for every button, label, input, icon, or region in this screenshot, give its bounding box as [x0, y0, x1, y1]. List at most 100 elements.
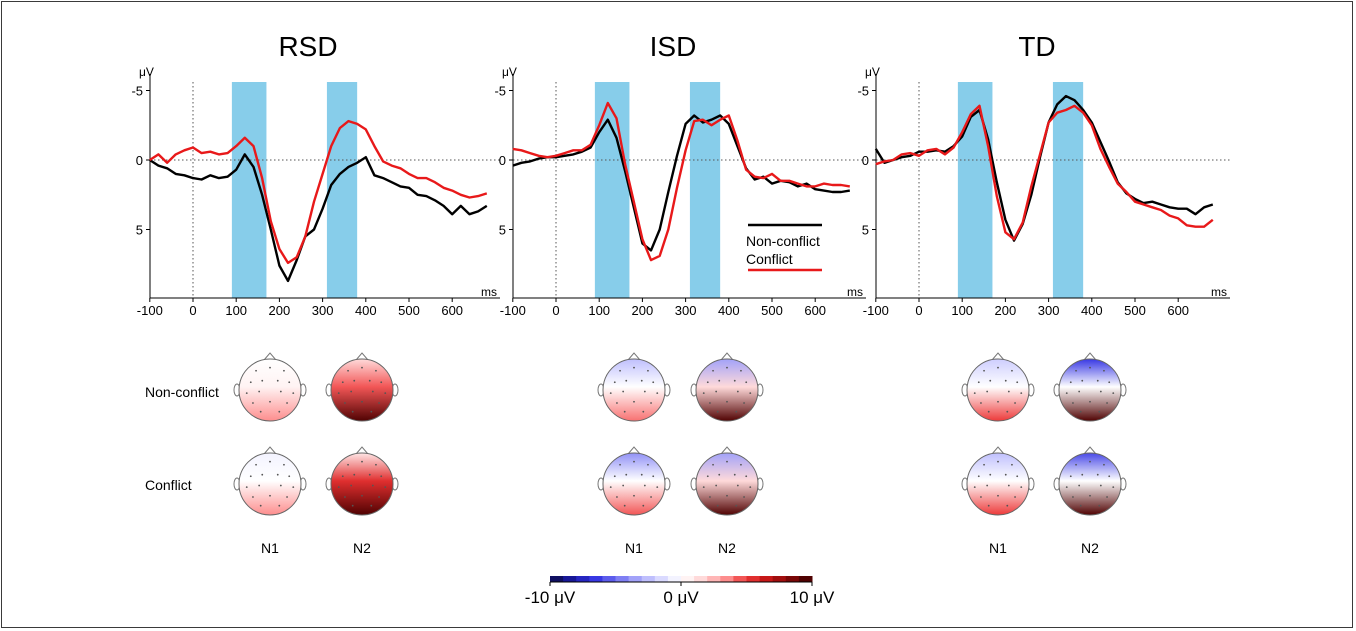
electrode-marker	[642, 504, 645, 507]
electrode-marker	[344, 402, 346, 404]
electrode-marker	[1072, 402, 1074, 404]
colorbar-segment	[681, 576, 695, 582]
electrode-marker	[973, 486, 976, 488]
electrode-marker	[1089, 366, 1091, 369]
electrode-marker	[1106, 496, 1108, 498]
electrode-marker	[656, 392, 659, 394]
electrode-marker	[361, 366, 363, 369]
electrode-marker	[292, 486, 295, 488]
topo-row-label-conflict: Conflict	[145, 477, 192, 493]
topo-map-rsd-non-conflict-n1	[233, 352, 307, 422]
electrode-marker	[652, 475, 655, 478]
electrode-marker	[647, 369, 649, 372]
colorbar-mid-label: 0 μV	[663, 588, 699, 607]
electrode-marker	[613, 381, 616, 384]
electrode-marker	[997, 460, 999, 463]
head-nose	[991, 352, 1005, 361]
electrode-marker	[259, 504, 262, 507]
head-nose	[720, 352, 734, 361]
electrode-marker	[1078, 390, 1081, 393]
head-nose	[627, 352, 641, 361]
colorbar-segment	[563, 576, 577, 582]
topo-col-label-rsd-n2: N2	[353, 540, 371, 556]
head-nose	[263, 446, 277, 455]
electrode-marker	[980, 496, 982, 498]
electrode-marker	[1065, 486, 1068, 488]
electrode-marker	[1078, 484, 1081, 487]
topo-col-label-isd-n2: N2	[718, 540, 736, 556]
electrode-marker	[371, 390, 374, 393]
x-tick-label: 600	[441, 303, 463, 318]
shaded-window-1	[594, 82, 630, 298]
electrode-marker	[983, 463, 985, 466]
electrode-marker	[1089, 494, 1091, 497]
electrode-marker	[702, 486, 705, 488]
head-nose	[1083, 352, 1097, 361]
electrode-marker	[609, 486, 612, 488]
electrode-marker	[1098, 504, 1101, 507]
topo-map-rsd-non-conflict-n2	[325, 352, 399, 422]
colorbar-segment	[772, 576, 787, 582]
electrode-marker	[245, 486, 248, 488]
colorbar-segment	[785, 576, 800, 582]
electrode-marker	[622, 484, 625, 487]
electrode-marker	[259, 410, 262, 413]
colorbar-max-label: 10 μV	[790, 588, 835, 607]
electrode-marker	[276, 379, 279, 382]
colorbar-segment	[589, 576, 603, 582]
electrode-marker	[286, 402, 288, 404]
electrode-marker	[733, 473, 736, 476]
electrode-marker	[987, 504, 990, 507]
x-tick-label: 0	[552, 303, 559, 318]
shaded-window-2	[326, 82, 358, 298]
electrode-marker	[375, 463, 377, 466]
colorbar	[549, 576, 813, 586]
electrode-marker	[749, 486, 752, 488]
electrode-marker	[1007, 390, 1010, 393]
electrode-marker	[997, 366, 999, 369]
electrode-marker	[1016, 381, 1019, 384]
electrode-marker	[1103, 463, 1105, 466]
erp-trace-td-conflict	[875, 104, 1214, 241]
y-tick-label: -5	[494, 84, 506, 99]
electrode-marker	[283, 463, 285, 466]
electrode-marker	[361, 400, 363, 403]
x-tick-label: 200	[269, 303, 291, 318]
electrode-marker	[370, 504, 373, 507]
electrode-marker	[743, 496, 745, 498]
electrode-marker	[1011, 369, 1013, 372]
electrode-marker	[1072, 496, 1074, 498]
electrode-marker	[712, 369, 714, 372]
electrode-marker	[261, 379, 264, 382]
head-scalp	[1058, 452, 1122, 516]
electrode-marker	[989, 379, 992, 382]
electrode-marker	[279, 484, 282, 487]
colorbar-segment	[654, 576, 669, 582]
electrode-marker	[371, 484, 374, 487]
y-axis-unit-label: μV	[502, 65, 517, 79]
colorbar-segment	[641, 576, 656, 582]
electrode-marker	[613, 475, 616, 478]
topo-map-td-non-conflict-n1	[961, 352, 1035, 422]
topo-map-rsd-conflict-n1	[233, 446, 307, 516]
y-tick-label: 5	[136, 223, 143, 238]
electrode-marker	[344, 496, 346, 498]
electrode-marker	[341, 381, 344, 384]
electrode-marker	[989, 473, 992, 476]
x-tick-label: -100	[500, 303, 526, 318]
y-tick-label: 0	[862, 153, 869, 168]
electrode-marker	[278, 410, 281, 413]
head-scalp	[238, 358, 302, 422]
electrode-marker	[616, 496, 618, 498]
y-tick-label: -5	[131, 84, 143, 99]
electrode-marker	[726, 460, 728, 463]
electrode-marker	[1089, 460, 1091, 463]
electrode-marker	[735, 504, 738, 507]
electrode-marker	[337, 486, 340, 488]
erp-trace-rsd-conflict	[149, 119, 488, 265]
electrode-marker	[633, 400, 635, 403]
x-tick-label: 300	[312, 303, 334, 318]
erp-plot-isd: -5 0 5 μV -100 0 100 200 300 400 500 600 ms	[494, 65, 866, 318]
electrode-marker	[375, 369, 377, 372]
electrode-marker	[380, 381, 383, 384]
